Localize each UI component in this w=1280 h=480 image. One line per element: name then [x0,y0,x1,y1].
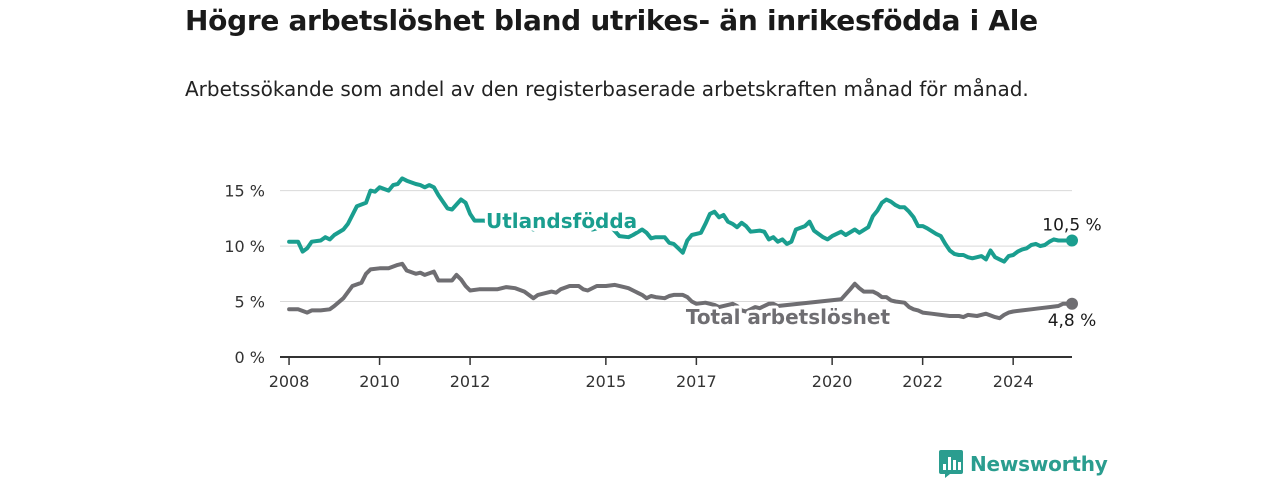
chart-subtitle: Arbetssökande som andel av den registerb… [185,77,1029,101]
newsworthy-logo: Newsworthy [938,449,1108,479]
x-tick-label: 2010 [359,372,400,391]
newsworthy-logo-icon [939,450,963,478]
y-tick-label: 5 % [235,293,265,312]
x-tick-label: 2008 [269,372,310,391]
series-end-value-label: 4,8 % [1048,311,1097,331]
x-tick-label: 2020 [812,372,853,391]
x-tick-label: 2017 [676,372,717,391]
y-tick-label: 10 % [224,237,265,256]
x-tick-label: 2012 [450,372,491,391]
x-tick-label: 2024 [993,372,1034,391]
series-label: Total arbetslöshet [686,305,891,329]
series-group [287,176,1078,321]
series-line-utlandsfodda [287,176,1074,264]
y-tick-label: 0 % [235,348,265,367]
y-axis-ticks: 0 % 5 % 10 % 15 % [224,182,265,367]
series-end-point [1066,297,1078,310]
brand-name: Newsworthy [970,452,1108,476]
series-line-total [287,261,1074,321]
series-label: Utlandsfödda [486,209,637,233]
x-axis-ticks: 2008 2010 2012 2015 2017 2020 2022 2024 [269,357,1034,391]
x-tick-label: 2022 [902,372,943,391]
y-tick-label: 15 % [224,182,265,201]
line-chart: 0 %5 %10 %15 % 2008 2010 2012 2015 2017 2020 2… [224,176,1104,391]
chart-title: Högre arbetslöshet bland utrikes- än inr… [185,4,1038,37]
series-end-value-label: 10,5 % [1042,216,1101,236]
x-tick-label: 2015 [585,372,626,391]
series-labels: Utlandsfödda 10,5 % Total arbetslöshet 4,8 … [483,206,1104,333]
series-end-point [1066,234,1078,247]
